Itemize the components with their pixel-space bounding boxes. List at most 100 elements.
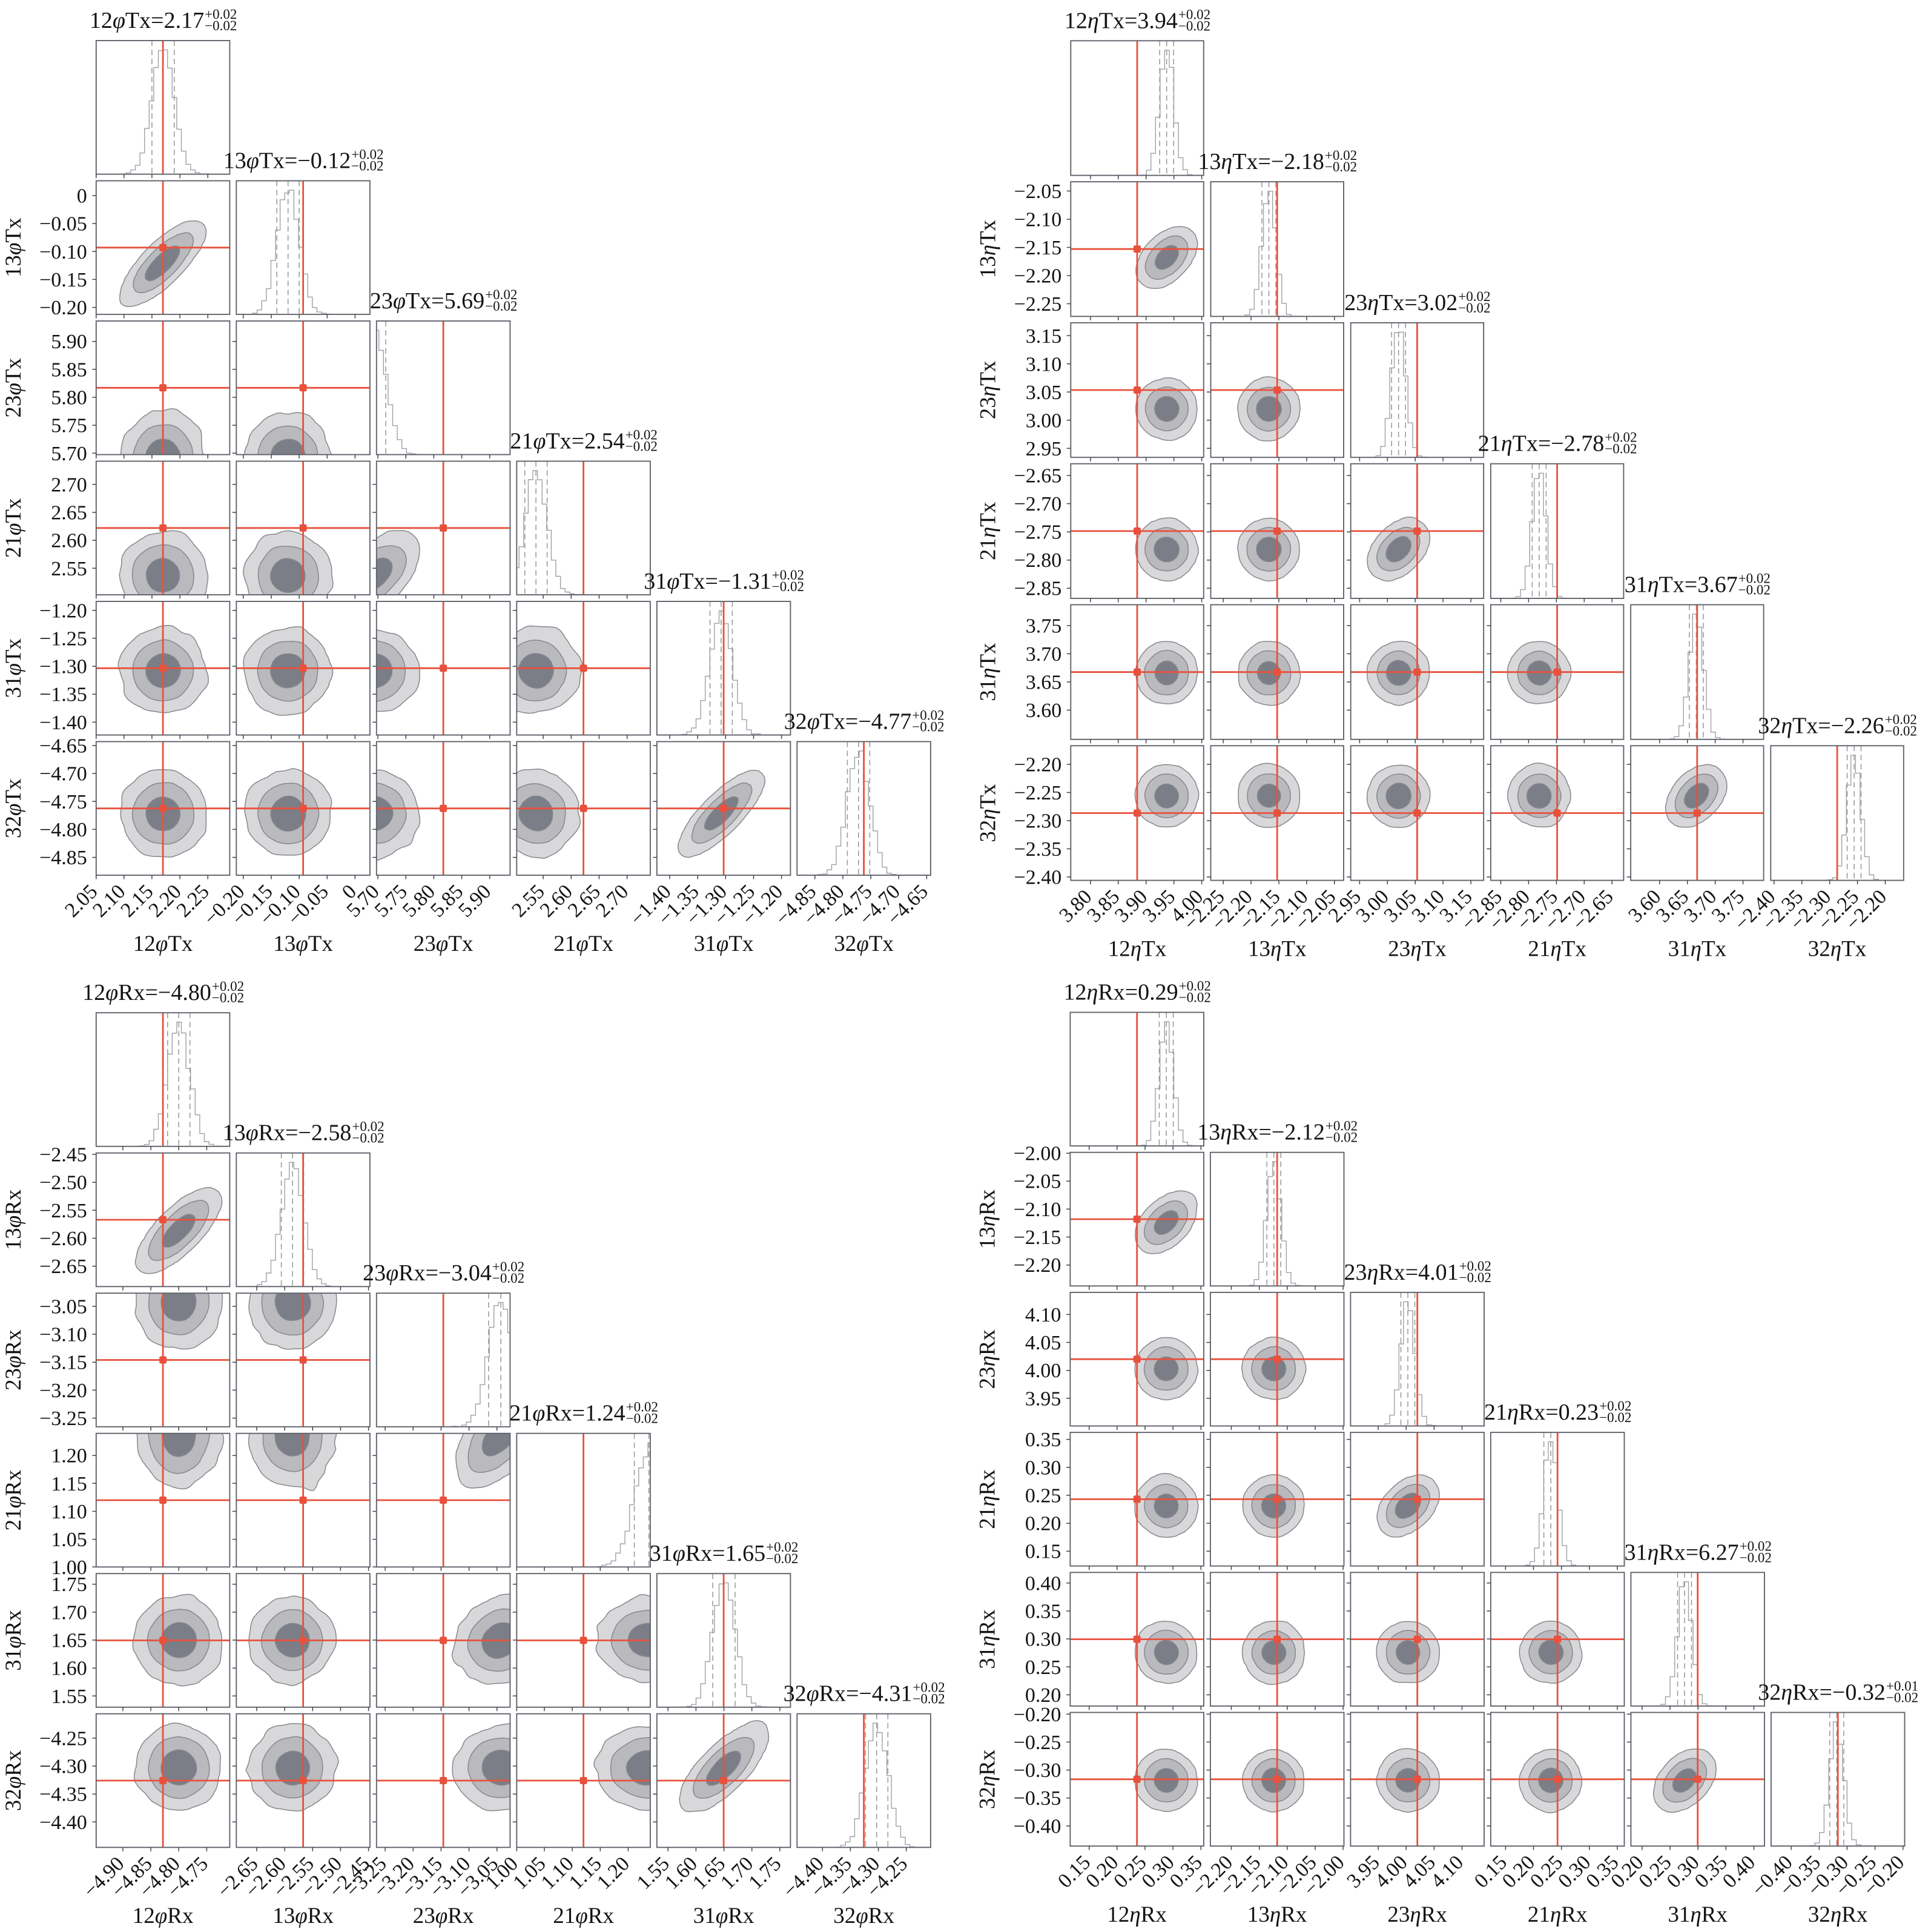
svg-text:−0.02: −0.02 (1599, 1410, 1631, 1425)
svg-text:12φTx: 12φTx (133, 931, 193, 956)
svg-text:32φRx: 32φRx (833, 1904, 894, 1928)
svg-text:13φRx=−2.58: 13φRx=−2.58 (223, 1120, 352, 1146)
svg-text:31φTx=−1.31: 31φTx=−1.31 (644, 569, 771, 594)
svg-text:−0.02: −0.02 (205, 18, 237, 33)
svg-text:21φRx=1.24: 21φRx=1.24 (509, 1401, 625, 1426)
svg-text:21φTx: 21φTx (553, 931, 613, 956)
svg-text:−2.10: −2.10 (1014, 1199, 1061, 1221)
svg-text:23ηRx: 23ηRx (1387, 1902, 1447, 1927)
svg-text:31φTx: 31φTx (1, 638, 26, 698)
svg-text:5.80: 5.80 (51, 387, 87, 409)
svg-text:4.00: 4.00 (1025, 1360, 1061, 1382)
svg-text:32ηRx: 32ηRx (975, 1749, 1000, 1809)
svg-text:13ηTx=−2.18: 13ηTx=−2.18 (1198, 149, 1324, 174)
svg-text:+0.02: +0.02 (1738, 571, 1771, 586)
svg-text:−4.30: −4.30 (39, 1756, 87, 1778)
svg-text:32φTx=−4.77: 32φTx=−4.77 (784, 709, 912, 735)
svg-text:2.65: 2.65 (51, 502, 87, 524)
svg-text:4.05: 4.05 (1025, 1332, 1061, 1354)
svg-text:−2.15: −2.15 (1014, 1226, 1061, 1249)
svg-text:−0.25: −0.25 (1014, 1732, 1061, 1754)
svg-text:−1.40: −1.40 (39, 712, 87, 734)
svg-text:0.30: 0.30 (1025, 1457, 1061, 1479)
svg-text:−0.30: −0.30 (1014, 1759, 1061, 1782)
svg-text:21ηRx=0.23: 21ηRx=0.23 (1484, 1400, 1599, 1425)
svg-text:3.10: 3.10 (1026, 353, 1062, 375)
svg-text:+0.02: +0.02 (1599, 1398, 1631, 1414)
svg-text:31ηRx: 31ηRx (975, 1609, 1000, 1669)
svg-text:+0.02: +0.02 (1325, 148, 1357, 163)
svg-text:−0.02: −0.02 (1740, 1550, 1772, 1565)
svg-text:−2.45: −2.45 (39, 1144, 87, 1166)
svg-text:21ηRx: 21ηRx (975, 1469, 1000, 1529)
svg-text:31ηTx: 31ηTx (975, 643, 1000, 701)
svg-text:12φRx: 12φRx (133, 1904, 194, 1928)
svg-text:3.95: 3.95 (1025, 1388, 1061, 1410)
svg-text:−3.15: −3.15 (39, 1352, 87, 1374)
svg-text:−2.10: −2.10 (1014, 209, 1062, 231)
svg-text:+0.02: +0.02 (1605, 430, 1637, 445)
svg-text:−2.25: −2.25 (1014, 782, 1062, 804)
svg-text:23φTx: 23φTx (414, 931, 474, 956)
svg-text:13φTx: 13φTx (1, 217, 26, 277)
svg-text:+0.01: +0.01 (1886, 1679, 1918, 1694)
svg-text:3.65: 3.65 (1026, 672, 1062, 694)
svg-text:2.60: 2.60 (51, 530, 87, 552)
svg-text:5.70: 5.70 (51, 443, 87, 465)
svg-text:−0.02: −0.02 (626, 439, 658, 454)
svg-text:−2.40: −2.40 (1014, 867, 1062, 889)
svg-text:32ηTx: 32ηTx (975, 784, 1000, 842)
svg-text:32φRx: 32φRx (1, 1750, 26, 1811)
svg-text:−4.25: −4.25 (39, 1727, 87, 1750)
svg-text:−0.20: −0.20 (1014, 1704, 1061, 1726)
svg-text:1.00: 1.00 (51, 1557, 87, 1579)
svg-text:+0.02: +0.02 (1178, 7, 1210, 22)
svg-text:−2.25: −2.25 (1014, 293, 1062, 316)
svg-text:+0.02: +0.02 (626, 1400, 658, 1415)
svg-text:32φRx=−4.31: 32φRx=−4.31 (784, 1681, 913, 1707)
svg-text:−0.05: −0.05 (39, 213, 87, 236)
svg-text:1.65: 1.65 (51, 1630, 87, 1652)
svg-text:−2.05: −2.05 (1014, 1171, 1061, 1193)
svg-text:−2.15: −2.15 (1014, 237, 1062, 259)
svg-text:−2.65: −2.65 (1014, 465, 1062, 488)
svg-text:1.20: 1.20 (51, 1445, 87, 1467)
svg-text:−2.75: −2.75 (1014, 521, 1062, 544)
svg-text:31ηTx=3.67: 31ηTx=3.67 (1625, 572, 1738, 598)
svg-text:−2.00: −2.00 (1014, 1143, 1061, 1165)
svg-text:+0.02: +0.02 (1459, 1259, 1491, 1274)
svg-text:21ηTx=−2.78: 21ηTx=−2.78 (1478, 431, 1604, 457)
svg-text:12φRx=−4.80: 12φRx=−4.80 (82, 980, 211, 1005)
svg-text:4.10: 4.10 (1025, 1304, 1061, 1326)
svg-text:−0.02: −0.02 (1458, 300, 1490, 316)
svg-text:−0.35: −0.35 (1014, 1787, 1061, 1810)
svg-text:31ηRx=6.27: 31ηRx=6.27 (1625, 1540, 1739, 1565)
svg-text:0.15: 0.15 (1025, 1541, 1061, 1563)
svg-text:−0.02: −0.02 (766, 1551, 798, 1566)
svg-text:32ηTx=−2.26: 32ηTx=−2.26 (1758, 713, 1884, 738)
svg-text:−2.70: −2.70 (1014, 493, 1062, 515)
svg-text:23ηTx: 23ηTx (975, 360, 1000, 419)
svg-text:−2.50: −2.50 (39, 1172, 87, 1194)
svg-text:−2.85: −2.85 (1014, 578, 1062, 600)
svg-text:0.30: 0.30 (1025, 1629, 1061, 1651)
svg-text:−3.25: −3.25 (39, 1408, 87, 1430)
svg-text:+0.02: +0.02 (1325, 1119, 1358, 1134)
svg-text:−0.02: −0.02 (1886, 1690, 1918, 1705)
svg-text:−0.02: −0.02 (626, 1411, 658, 1426)
svg-text:+0.02: +0.02 (913, 1680, 945, 1695)
svg-text:3.75: 3.75 (1026, 615, 1062, 638)
svg-text:−4.40: −4.40 (39, 1811, 87, 1834)
svg-text:23ηRx=4.01: 23ηRx=4.01 (1344, 1260, 1459, 1285)
svg-text:+0.02: +0.02 (205, 7, 237, 22)
svg-text:21ηTx: 21ηTx (1528, 937, 1586, 962)
svg-text:5.85: 5.85 (51, 359, 87, 381)
svg-text:−1.35: −1.35 (39, 684, 87, 706)
svg-text:−1.20: −1.20 (39, 600, 87, 622)
svg-text:0.20: 0.20 (1025, 1513, 1061, 1535)
svg-text:3.60: 3.60 (1026, 700, 1062, 722)
svg-text:−2.05: −2.05 (1014, 180, 1062, 203)
svg-text:−0.02: −0.02 (913, 1692, 945, 1707)
svg-text:12ηTx: 12ηTx (1108, 937, 1167, 962)
svg-text:−2.20: −2.20 (1014, 265, 1062, 288)
